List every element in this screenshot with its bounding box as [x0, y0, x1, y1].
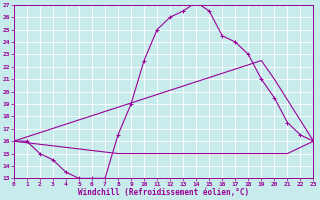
X-axis label: Windchill (Refroidissement éolien,°C): Windchill (Refroidissement éolien,°C): [78, 188, 249, 197]
